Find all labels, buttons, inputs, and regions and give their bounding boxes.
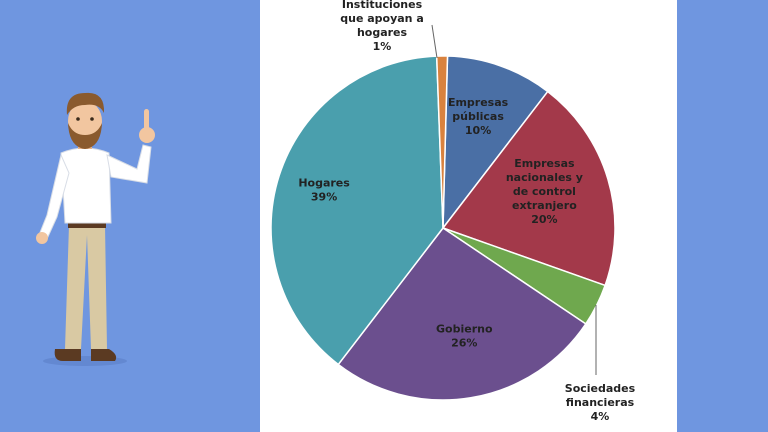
presenter-man-pointing-up-icon: [36, 92, 155, 366]
slice-label: Hogares 39%: [298, 176, 350, 203]
leader-line: [431, 24, 438, 59]
slice-label: Sociedades financieras 4%: [565, 382, 636, 423]
slice-label: Empresas públicas 10%: [448, 96, 509, 137]
slice-label: Gobierno 26%: [436, 323, 493, 350]
pie-slice: [337, 226, 587, 401]
pie-slice: [442, 55, 549, 231]
slice-label: Instituciones que apoyan a hogares 1%: [340, 0, 424, 53]
pie-slice: [270, 55, 444, 366]
pie-slice: [441, 90, 616, 287]
slice-label: Empresas nacionales y de control extranjero…: [506, 157, 583, 226]
